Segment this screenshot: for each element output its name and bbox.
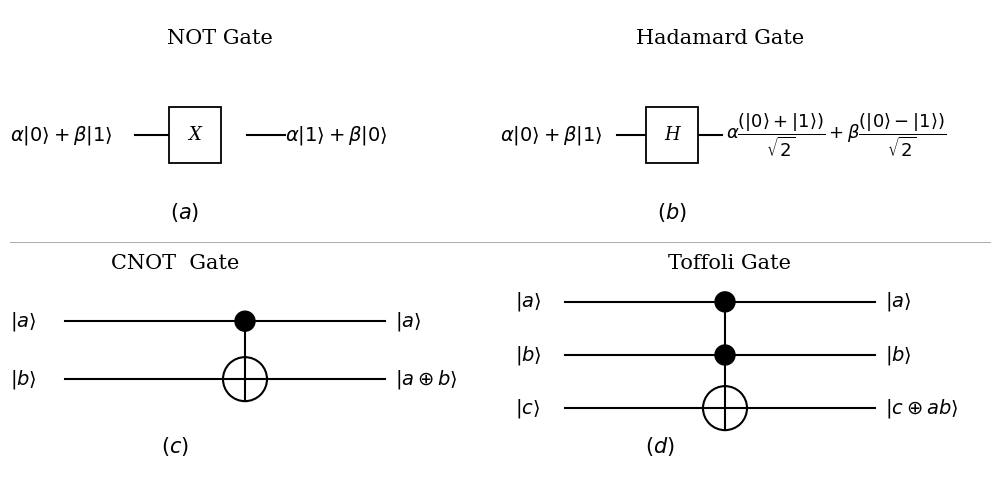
Ellipse shape [703, 386, 747, 430]
Text: $\mathit{(d)}$: $\mathit{(d)}$ [645, 435, 675, 458]
Text: $\alpha\dfrac{(|0\rangle+|1\rangle)}{\sqrt{2}}+\beta\dfrac{(|0\rangle-|1\rangle): $\alpha\dfrac{(|0\rangle+|1\rangle)}{\sq… [726, 112, 946, 159]
Text: $|c\rangle$: $|c\rangle$ [515, 397, 540, 420]
Text: $\alpha|0\rangle+\beta|1\rangle$: $\alpha|0\rangle+\beta|1\rangle$ [10, 124, 113, 147]
Text: $\mathit{(a)}$: $\mathit{(a)}$ [170, 201, 200, 224]
Text: $|a\rangle$: $|a\rangle$ [10, 310, 36, 333]
Text: $|a\rangle$: $|a\rangle$ [395, 310, 421, 333]
Text: $\alpha|0\rangle+\beta|1\rangle$: $\alpha|0\rangle+\beta|1\rangle$ [500, 124, 603, 147]
Text: $|b\rangle$: $|b\rangle$ [10, 368, 37, 391]
Text: $|b\rangle$: $|b\rangle$ [515, 343, 542, 367]
Text: $\mathit{(b)}$: $\mathit{(b)}$ [657, 201, 687, 224]
Ellipse shape [715, 345, 735, 365]
FancyBboxPatch shape [169, 108, 221, 163]
Text: CNOT  Gate: CNOT Gate [111, 254, 239, 273]
Ellipse shape [235, 311, 255, 331]
Ellipse shape [223, 357, 267, 401]
Text: NOT Gate: NOT Gate [167, 29, 273, 48]
Ellipse shape [715, 292, 735, 312]
FancyBboxPatch shape [646, 108, 698, 163]
Text: $|c\oplus ab\rangle$: $|c\oplus ab\rangle$ [885, 397, 958, 420]
Text: Toffoli Gate: Toffoli Gate [668, 254, 792, 273]
Text: $|a\rangle$: $|a\rangle$ [885, 290, 911, 313]
Text: H: H [664, 126, 680, 144]
Text: X: X [189, 126, 201, 144]
Text: $\mathit{(c)}$: $\mathit{(c)}$ [161, 435, 189, 458]
Text: $|b\rangle$: $|b\rangle$ [885, 343, 912, 367]
Text: Hadamard Gate: Hadamard Gate [636, 29, 804, 48]
Text: $|a\oplus b\rangle$: $|a\oplus b\rangle$ [395, 368, 458, 391]
Text: $\alpha|1\rangle+\beta|0\rangle$: $\alpha|1\rangle+\beta|0\rangle$ [285, 124, 388, 147]
Text: $|a\rangle$: $|a\rangle$ [515, 290, 541, 313]
